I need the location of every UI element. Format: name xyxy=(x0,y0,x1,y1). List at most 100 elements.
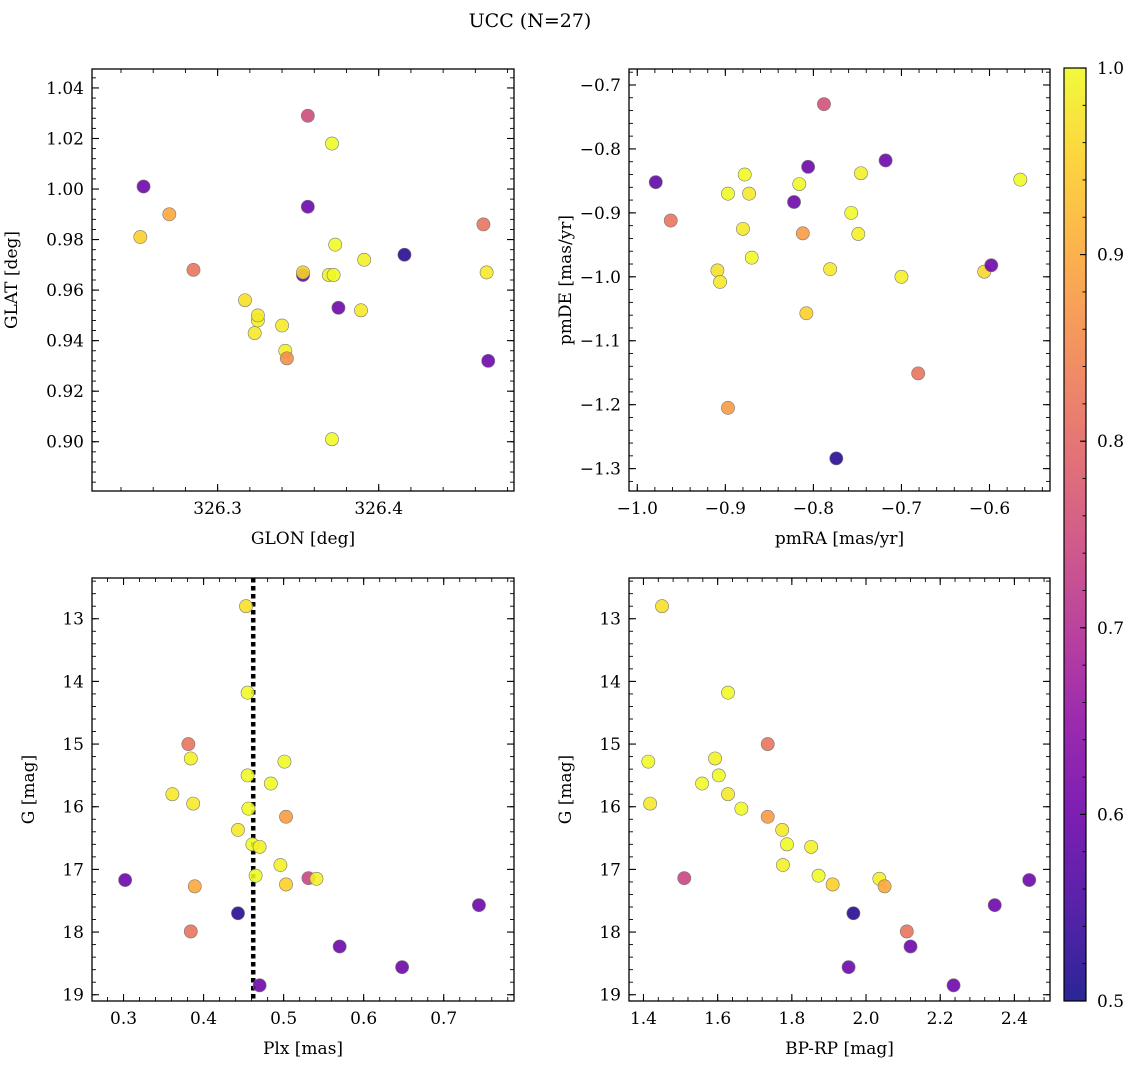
colorbar-frame xyxy=(1063,67,1087,1002)
y-tick-label: 15 xyxy=(62,735,84,755)
y-axis-label: pmDE [mas/yr] xyxy=(556,215,576,345)
data-point xyxy=(118,873,133,887)
data-point xyxy=(273,858,288,872)
data-point xyxy=(655,599,669,614)
data-point xyxy=(240,768,255,783)
data-point xyxy=(854,166,868,181)
colorbar-tick-label: 0.7 xyxy=(1097,619,1124,639)
data-point xyxy=(181,737,196,751)
axes-frame xyxy=(628,577,1051,1002)
y-tick-label: −0.9 xyxy=(580,204,621,224)
x-tick-label: 0.6 xyxy=(350,1009,377,1029)
data-point xyxy=(776,858,790,872)
y-tick-label: 14 xyxy=(62,672,84,692)
x-tick-label: 0.5 xyxy=(270,1009,297,1029)
x-tick-label: 1.8 xyxy=(778,1009,805,1029)
data-point xyxy=(987,898,1002,913)
data-point xyxy=(263,776,278,791)
x-tick-label: −1.0 xyxy=(617,499,658,519)
data-point xyxy=(240,685,255,700)
y-tick-label: 0.94 xyxy=(46,332,84,352)
data-point xyxy=(328,237,343,252)
x-tick-label: 2.0 xyxy=(852,1009,879,1029)
y-tick-label: −1.2 xyxy=(580,396,621,416)
data-point xyxy=(252,839,267,854)
data-point xyxy=(275,318,289,333)
data-point xyxy=(911,366,926,381)
colorbar-tick-label: 0.6 xyxy=(1097,805,1124,825)
data-point xyxy=(801,159,816,174)
data-point xyxy=(984,258,999,273)
data-point xyxy=(231,823,245,837)
data-point xyxy=(695,776,709,791)
x-tick-label: 1.6 xyxy=(704,1009,731,1029)
data-points xyxy=(118,599,486,993)
data-point xyxy=(248,868,263,883)
data-point xyxy=(823,262,838,277)
panel-glon-glat: 326.3 326.4 0.90 0.92 0.94 0.96 0.98 1.00 1.02 1.… xyxy=(2,68,515,549)
data-point xyxy=(476,217,491,232)
data-point xyxy=(736,221,750,236)
y-tick-label: 18 xyxy=(599,923,621,943)
y-tick-label: 0.90 xyxy=(46,433,84,453)
data-point xyxy=(775,823,790,837)
colorbar-tick-label: 0.5 xyxy=(1097,992,1124,1012)
data-point xyxy=(326,268,341,282)
y-axis-label: GLAT [deg] xyxy=(2,231,22,329)
panel-bprp-g: 1.4 1.6 1.8 2.0 2.2 2.4 13 14 15 16 17 18 19 BP-RP [m… xyxy=(556,577,1051,1059)
panels: 326.3 326.4 0.90 0.92 0.94 0.96 0.98 1.00 1.02 1.… xyxy=(2,68,1051,1059)
x-axis-label: GLON [deg] xyxy=(251,529,355,549)
colorbar-gradient xyxy=(1064,68,1086,1001)
data-point xyxy=(877,879,892,894)
y-tick-label: 13 xyxy=(599,610,621,630)
data-point xyxy=(472,898,486,913)
data-point xyxy=(846,906,861,921)
data-point xyxy=(744,250,759,265)
x-tick-label: 326.4 xyxy=(354,499,403,519)
data-point xyxy=(721,685,735,700)
data-point xyxy=(760,737,775,751)
data-point xyxy=(279,809,293,824)
data-point xyxy=(663,213,678,228)
data-points xyxy=(133,108,496,447)
data-point xyxy=(811,868,826,883)
data-point xyxy=(643,796,658,811)
data-point xyxy=(844,205,859,220)
data-point xyxy=(397,247,412,262)
y-tick-label: 0.96 xyxy=(46,281,84,301)
data-point xyxy=(252,978,267,993)
y-tick-label: 17 xyxy=(62,860,84,880)
data-point xyxy=(133,230,148,244)
y-tick-label: 16 xyxy=(62,798,84,818)
data-point xyxy=(780,837,794,852)
data-point xyxy=(247,326,262,340)
data-point xyxy=(186,796,201,811)
data-point xyxy=(279,351,294,366)
y-tick-label: −0.8 xyxy=(580,140,621,160)
data-point xyxy=(354,303,368,318)
data-point xyxy=(878,153,893,168)
y-tick-label: 19 xyxy=(62,986,84,1006)
panel-pmra-pmde: −1.0 −0.9 −0.8 −0.7 −0.6 −1.3 −1.2 −1.1 −1.0 −0.9… xyxy=(556,68,1051,549)
data-point xyxy=(721,400,735,415)
data-point xyxy=(300,199,315,214)
data-point xyxy=(829,451,844,466)
data-point xyxy=(648,175,663,190)
data-point xyxy=(187,879,202,894)
y-tick-label: −1.1 xyxy=(580,332,621,352)
data-point xyxy=(641,754,656,769)
data-point xyxy=(1022,873,1037,887)
data-point xyxy=(162,207,177,222)
data-point xyxy=(734,801,749,816)
data-point xyxy=(792,177,807,191)
data-point xyxy=(357,252,372,267)
data-point xyxy=(395,960,409,975)
data-point xyxy=(136,179,151,194)
data-point xyxy=(737,167,752,182)
colorbar-tick-label: 0.9 xyxy=(1097,246,1124,266)
data-point xyxy=(760,809,775,824)
x-tick-label: −0.7 xyxy=(881,499,922,519)
data-point xyxy=(186,262,201,277)
x-tick-label: 1.4 xyxy=(630,1009,657,1029)
colorbar-tick-label: 1.0 xyxy=(1097,59,1124,79)
